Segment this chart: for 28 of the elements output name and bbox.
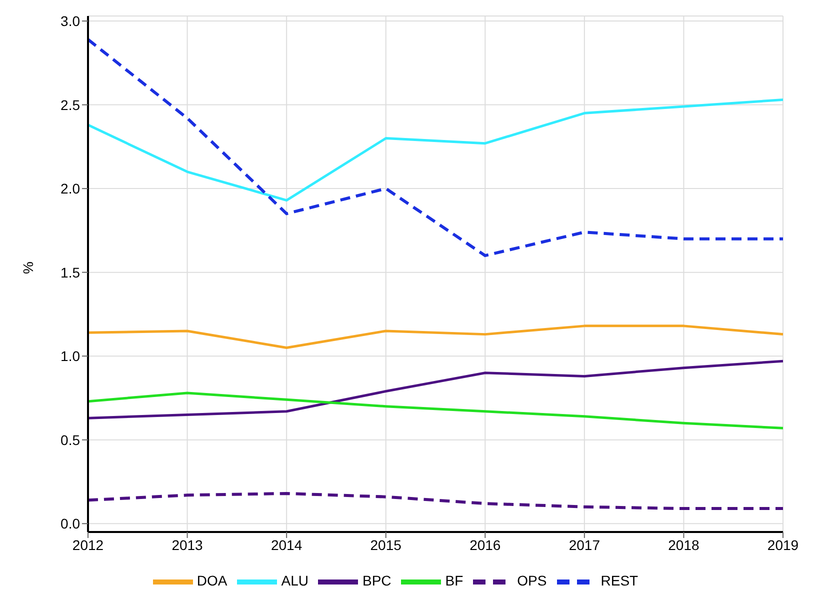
line-series: [88, 324, 783, 349]
line-series: [88, 98, 783, 202]
line-series: [88, 360, 783, 420]
y-tick-label: 1.0: [60, 348, 80, 364]
x-tick-label: 2019: [767, 536, 799, 553]
y-tick-label: 0.5: [60, 432, 80, 448]
legend-label: BPC: [362, 572, 392, 589]
y-tick-label: 3.0: [60, 12, 80, 29]
x-tick-label: 2018: [668, 536, 700, 553]
y-tick-label: 2.5: [60, 96, 80, 113]
line-series: [88, 492, 783, 510]
legend-label: DOA: [196, 572, 228, 589]
line-series: [88, 38, 783, 258]
legend-label: BF: [445, 572, 464, 589]
x-tick-label: 2016: [470, 536, 501, 553]
y-tick-label: 2.0: [60, 180, 80, 197]
line-series: [88, 392, 783, 430]
y-tick-label: 0.0: [60, 516, 80, 532]
x-tick-label: 2015: [370, 536, 402, 553]
x-tick-label: 2012: [72, 536, 104, 553]
y-axis-title: %: [20, 262, 36, 274]
legend-label: REST: [600, 572, 638, 589]
x-tick-label: 2017: [568, 536, 600, 553]
x-tick-label: 2014: [270, 536, 302, 553]
legend-label: OPS: [517, 572, 547, 589]
y-tick-label: 1.5: [60, 264, 80, 280]
x-tick-label: 2013: [172, 536, 204, 553]
legend-label: ALU: [281, 572, 308, 589]
